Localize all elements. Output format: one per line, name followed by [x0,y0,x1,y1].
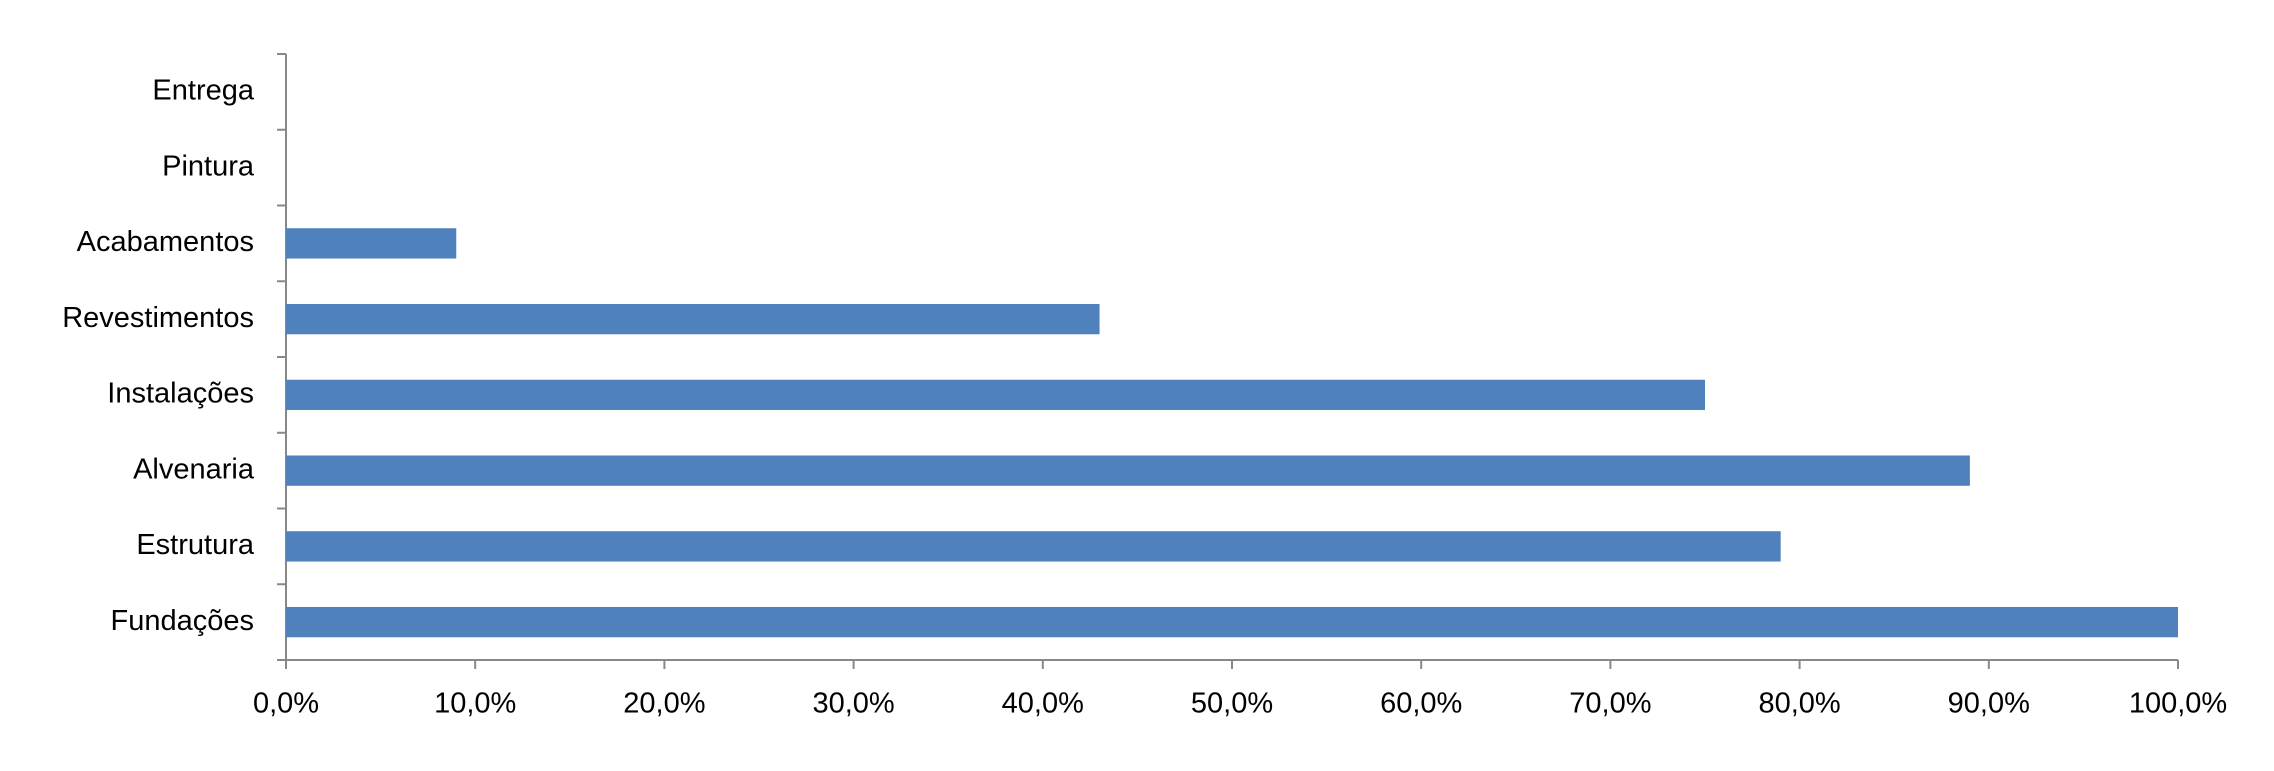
x-tick-label: 0,0% [253,688,319,720]
x-tick-label: 30,0% [812,688,894,720]
bar [286,228,457,259]
y-tick-label: Acabamentos [77,226,254,258]
x-tick-label: 50,0% [1191,688,1273,720]
y-tick-label: Revestimentos [62,302,254,334]
y-tick-label: Pintura [162,150,255,182]
x-tick-label: 100,0% [2129,688,2227,720]
x-tick-label: 40,0% [1002,688,1084,720]
bar [286,455,1970,486]
y-tick-label: Entrega [152,75,254,107]
y-tick-label: Estrutura [136,529,255,561]
bar [286,303,1100,335]
y-tick-label: Fundações [111,605,255,637]
bar [286,379,1705,411]
x-tick-label: 80,0% [1758,688,1840,720]
x-tick-label: 70,0% [1569,688,1651,720]
x-tick-label: 10,0% [434,688,516,720]
x-tick-label: 20,0% [623,688,705,720]
y-tick-label: Alvenaria [133,453,255,485]
bar [286,606,2178,638]
y-tick-label: Instalações [107,378,254,410]
x-tick-label: 60,0% [1380,688,1462,720]
bar [286,531,1781,562]
x-tick-label: 90,0% [1948,688,2030,720]
